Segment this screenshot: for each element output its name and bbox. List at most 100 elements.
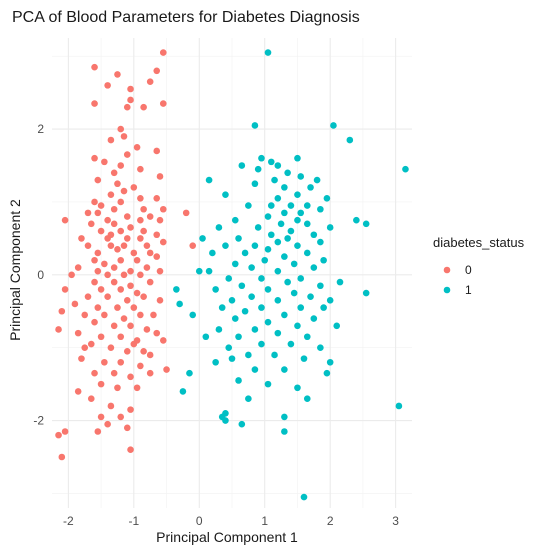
point-status-0 [81,344,89,351]
point-status-1 [235,235,242,242]
point-status-0 [143,326,151,333]
point-status-0 [74,329,82,337]
point-status-0 [120,187,128,195]
point-status-0 [117,198,125,206]
point-status-0 [81,311,89,319]
point-status-0 [140,205,147,213]
point-status-1 [320,304,327,311]
point-status-0 [137,271,144,279]
chart-title: PCA of Blood Parameters for Diabetes Dia… [12,9,360,26]
point-status-0 [120,271,128,279]
point-status-0 [110,264,118,271]
point-status-0 [110,369,118,377]
point-status-1 [274,162,282,169]
point-status-1 [228,297,236,304]
point-status-0 [153,253,161,260]
point-status-1 [281,413,288,421]
point-status-0 [146,213,154,220]
point-status-1 [297,275,305,282]
point-status-0 [123,424,131,432]
point-status-1 [231,260,239,268]
point-status-0 [146,249,154,257]
point-status-1 [290,260,298,268]
point-status-1 [251,122,259,129]
point-status-1 [225,344,233,351]
point-status-0 [140,103,147,111]
point-status-1 [317,205,324,213]
point-status-0 [189,242,197,249]
point-status-1 [300,493,308,501]
point-status-0 [156,267,164,275]
x-axis-ticks: -2 -1 0 1 2 3 [63,514,399,528]
point-status-1 [274,238,282,246]
x-tick-label: 0 [196,514,203,528]
point-status-0 [137,165,144,173]
point-status-0 [114,180,121,188]
point-status-0 [114,71,121,78]
point-status-0 [91,318,98,326]
y-tick-label: -2 [33,414,44,428]
point-status-1 [284,278,291,286]
point-status-0 [91,278,98,286]
point-status-0 [127,85,134,93]
point-status-1 [261,256,269,264]
point-status-0 [182,209,190,217]
point-status-0 [107,191,115,198]
point-status-1 [241,249,249,257]
point-status-0 [133,256,141,264]
point-status-0 [110,220,118,228]
point-status-0 [127,282,134,290]
point-status-0 [117,162,125,169]
point-status-1 [297,304,305,311]
x-tick-label: -1 [128,514,139,528]
y-tick-label: 2 [37,122,44,136]
point-status-0 [127,406,134,413]
point-status-1 [313,176,321,184]
point-status-0 [84,242,92,249]
point-status-1 [222,417,229,424]
point-status-0 [117,358,125,366]
point-status-0 [84,209,92,217]
point-status-0 [143,242,151,249]
point-status-0 [127,224,134,231]
point-status-0 [104,420,111,428]
point-status-0 [114,304,121,311]
legend-label-1: 1 [465,283,472,297]
point-status-1 [281,311,288,319]
point-status-0 [97,333,105,341]
point-status-1 [254,165,262,173]
point-status-0 [137,362,144,370]
point-status-0 [107,231,115,239]
point-status-1 [294,242,301,249]
point-status-0 [140,227,147,235]
point-status-1 [281,428,288,435]
legend-key-1 [443,286,451,294]
point-status-1 [323,195,331,202]
point-status-1 [251,242,259,249]
point-status-0 [153,195,161,202]
point-status-1 [300,355,308,362]
point-status-1 [251,326,259,333]
point-status-0 [84,293,92,300]
point-status-1 [199,235,206,242]
point-status-0 [94,249,102,257]
point-status-0 [130,249,138,257]
point-status-0 [78,355,85,362]
point-status-0 [137,216,144,224]
point-status-1 [225,275,233,282]
point-status-0 [117,413,125,421]
point-status-1 [176,300,183,308]
point-status-1 [251,180,259,188]
point-status-0 [159,337,167,344]
point-status-0 [123,151,131,158]
point-status-0 [146,369,154,377]
point-status-0 [94,304,102,311]
point-status-1 [179,388,187,395]
point-status-0 [146,351,154,359]
point-status-1 [264,286,272,293]
point-status-1 [362,220,370,228]
point-status-1 [258,275,265,282]
point-status-1 [264,380,272,388]
point-status-1 [320,256,327,264]
x-axis-title: Principal Component 1 [156,529,298,545]
